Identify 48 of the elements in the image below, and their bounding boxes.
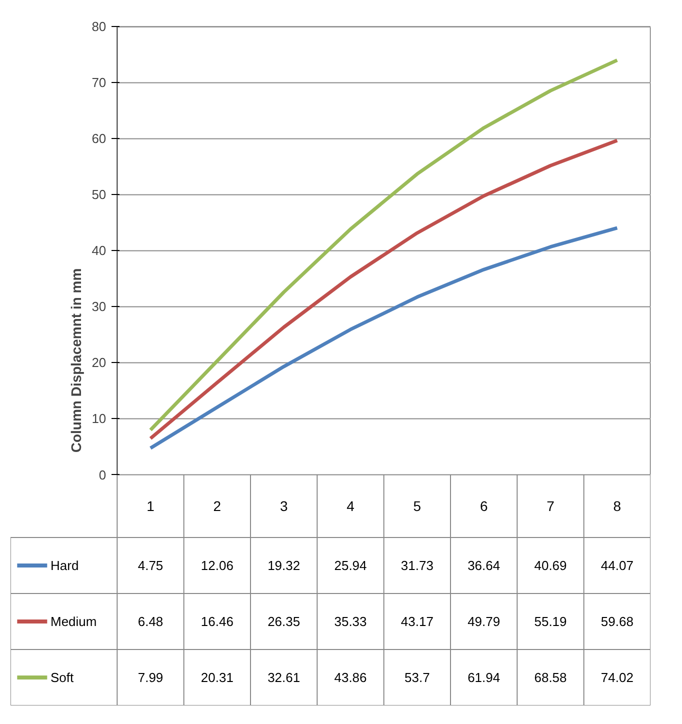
y-tick-label: 10 <box>92 411 106 426</box>
x-tick-label: 7 <box>546 498 555 514</box>
x-tick-label: 2 <box>213 498 222 514</box>
data-label: 36.64 <box>468 558 500 573</box>
data-label: 31.73 <box>400 558 434 573</box>
data-label: 20.31 <box>200 670 234 685</box>
data-label: 25.94 <box>334 558 367 573</box>
y-axis-title: Column Displacemnt in mm <box>68 268 84 453</box>
x-tick-label: 3 <box>280 498 288 514</box>
data-label: 7.99 <box>138 670 164 685</box>
x-tick-label: 4 <box>346 498 355 514</box>
data-label: 4.75 <box>138 558 164 573</box>
data-label: 43.86 <box>334 670 367 685</box>
line-series <box>148 138 619 440</box>
data-label: 19.32 <box>268 558 300 573</box>
data-label: 16.46 <box>200 614 234 629</box>
data-label: 61.94 <box>468 670 500 685</box>
y-tick-label: 40 <box>92 243 106 258</box>
data-label: 44.07 <box>600 558 634 573</box>
data-label: 68.58 <box>534 670 567 685</box>
legend-label: Soft <box>50 670 74 685</box>
y-tick-label: 0 <box>98 467 106 482</box>
x-tick-label: 6 <box>480 498 488 514</box>
data-label: 12.06 <box>200 558 234 573</box>
data-label: 59.68 <box>600 614 634 629</box>
x-tick-label: 5 <box>413 498 422 514</box>
data-label: 74.02 <box>600 670 634 685</box>
data-label: 43.17 <box>400 614 434 629</box>
y-tick-label: 70 <box>92 75 106 90</box>
data-label: 35.33 <box>334 614 367 629</box>
legend-label: Medium <box>50 614 97 629</box>
data-label: 49.79 <box>468 614 500 629</box>
data-label: 40.69 <box>534 558 567 573</box>
line-series <box>148 58 619 432</box>
y-tick-label: 30 <box>92 299 106 314</box>
legend-label: Hard <box>50 558 79 573</box>
x-tick-label: 1 <box>146 498 155 514</box>
y-tick-label: 80 <box>92 19 106 34</box>
data-label: 26.35 <box>268 614 300 629</box>
y-tick-label: 50 <box>92 187 106 202</box>
line-series <box>148 226 619 450</box>
data-label: 32.61 <box>268 670 300 685</box>
data-label: 55.19 <box>534 614 567 629</box>
y-tick-label: 20 <box>92 355 106 370</box>
data-label: 6.48 <box>138 614 164 629</box>
data-label: 53.7 <box>404 670 430 685</box>
y-tick-label: 60 <box>92 131 106 146</box>
x-tick-label: 8 <box>613 498 622 514</box>
